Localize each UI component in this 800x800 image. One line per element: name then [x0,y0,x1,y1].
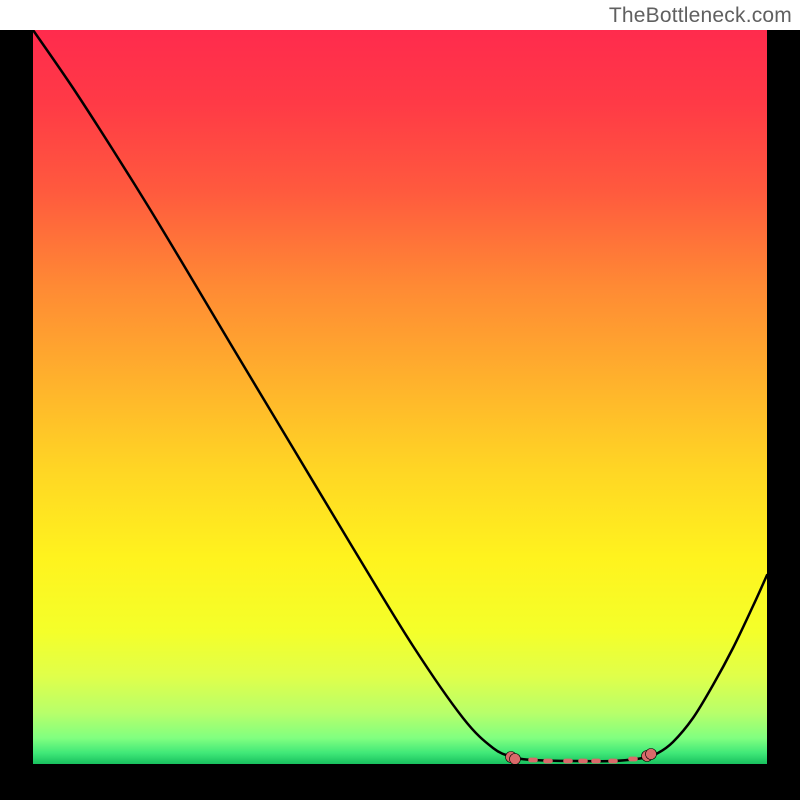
chart-marker [578,759,588,764]
chart-frame: TheBottleneck.com [0,0,800,800]
chart-marker [591,759,601,764]
chart-background-gradient [33,30,767,764]
chart-marker [543,759,553,764]
chart-marker [510,754,521,765]
chart-outer-border [0,30,800,800]
chart-svg [33,30,767,764]
chart-marker [608,759,618,764]
chart-marker [528,758,538,763]
chart-marker [646,749,657,760]
chart-marker [628,757,638,762]
chart-plot-area [33,30,767,764]
chart-marker [563,759,573,764]
watermark-text: TheBottleneck.com [609,4,792,28]
